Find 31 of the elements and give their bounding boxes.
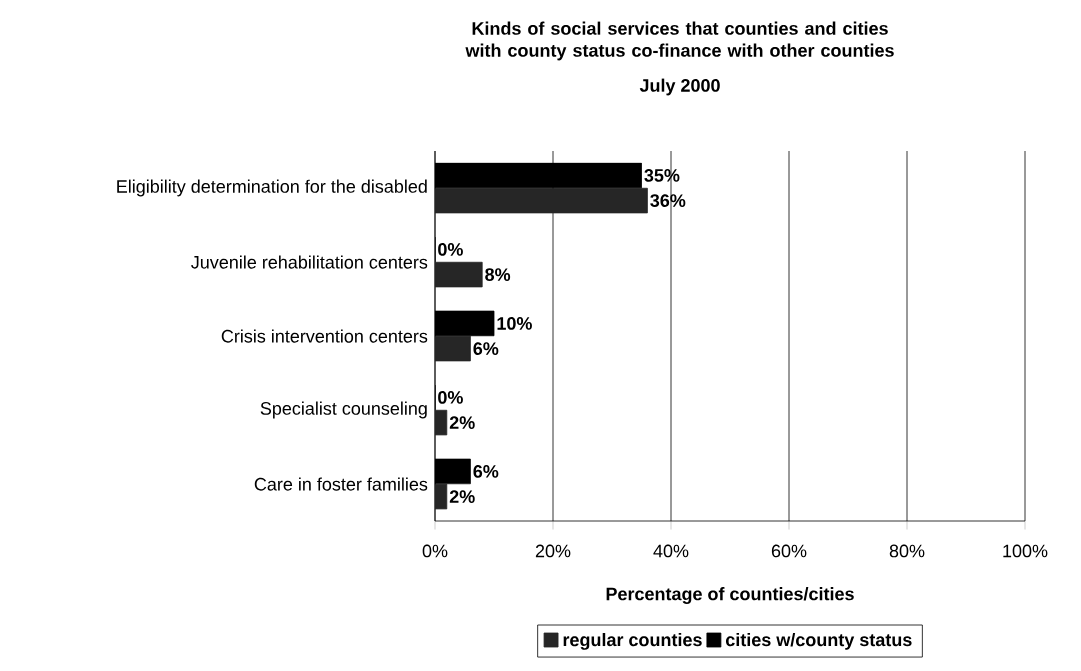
legend-label: regular counties	[563, 633, 702, 650]
data-label: 0%	[438, 243, 463, 256]
y-tick-label: Juvenile rehabilitation centers	[191, 255, 428, 269]
data-label: 35%	[644, 169, 680, 182]
x-tick-label: 60%	[771, 544, 807, 558]
data-label: 2%	[449, 490, 475, 503]
chart-subtitle: July 2000	[639, 78, 720, 96]
y-tick-label: Eligibility determination for the disabled	[117, 179, 427, 197]
data-label: 0%	[438, 391, 463, 404]
data-label: 6%	[473, 342, 499, 355]
bar	[435, 335, 471, 362]
x-tick-label: 100%	[1003, 544, 1048, 558]
y-tick-label: Crisis intervention centers	[221, 329, 428, 343]
x-tick-label: 80%	[889, 544, 925, 558]
bar	[435, 187, 648, 214]
x-tick-label: 40%	[653, 544, 689, 558]
x-tick-label: 20%	[535, 544, 571, 558]
data-label: 10%	[497, 317, 532, 330]
legend-label: cities w/county status	[725, 633, 912, 650]
y-tick-label: Care in foster families	[254, 477, 428, 491]
bar	[435, 261, 483, 288]
data-label: 36%	[650, 194, 686, 207]
y-tick-label: Specialist counseling	[260, 401, 427, 419]
data-label: 8%	[485, 268, 511, 281]
bar	[435, 409, 448, 436]
data-label: 2%	[449, 416, 475, 429]
chart-title: Kinds of social services that counties and cities with county status co-finance with other counties	[465, 21, 894, 61]
x-axis-title: Percentage of counties/cities	[606, 587, 854, 604]
bar	[435, 483, 448, 510]
data-label: 6%	[473, 465, 499, 478]
x-tick-label: 0%	[422, 544, 448, 558]
